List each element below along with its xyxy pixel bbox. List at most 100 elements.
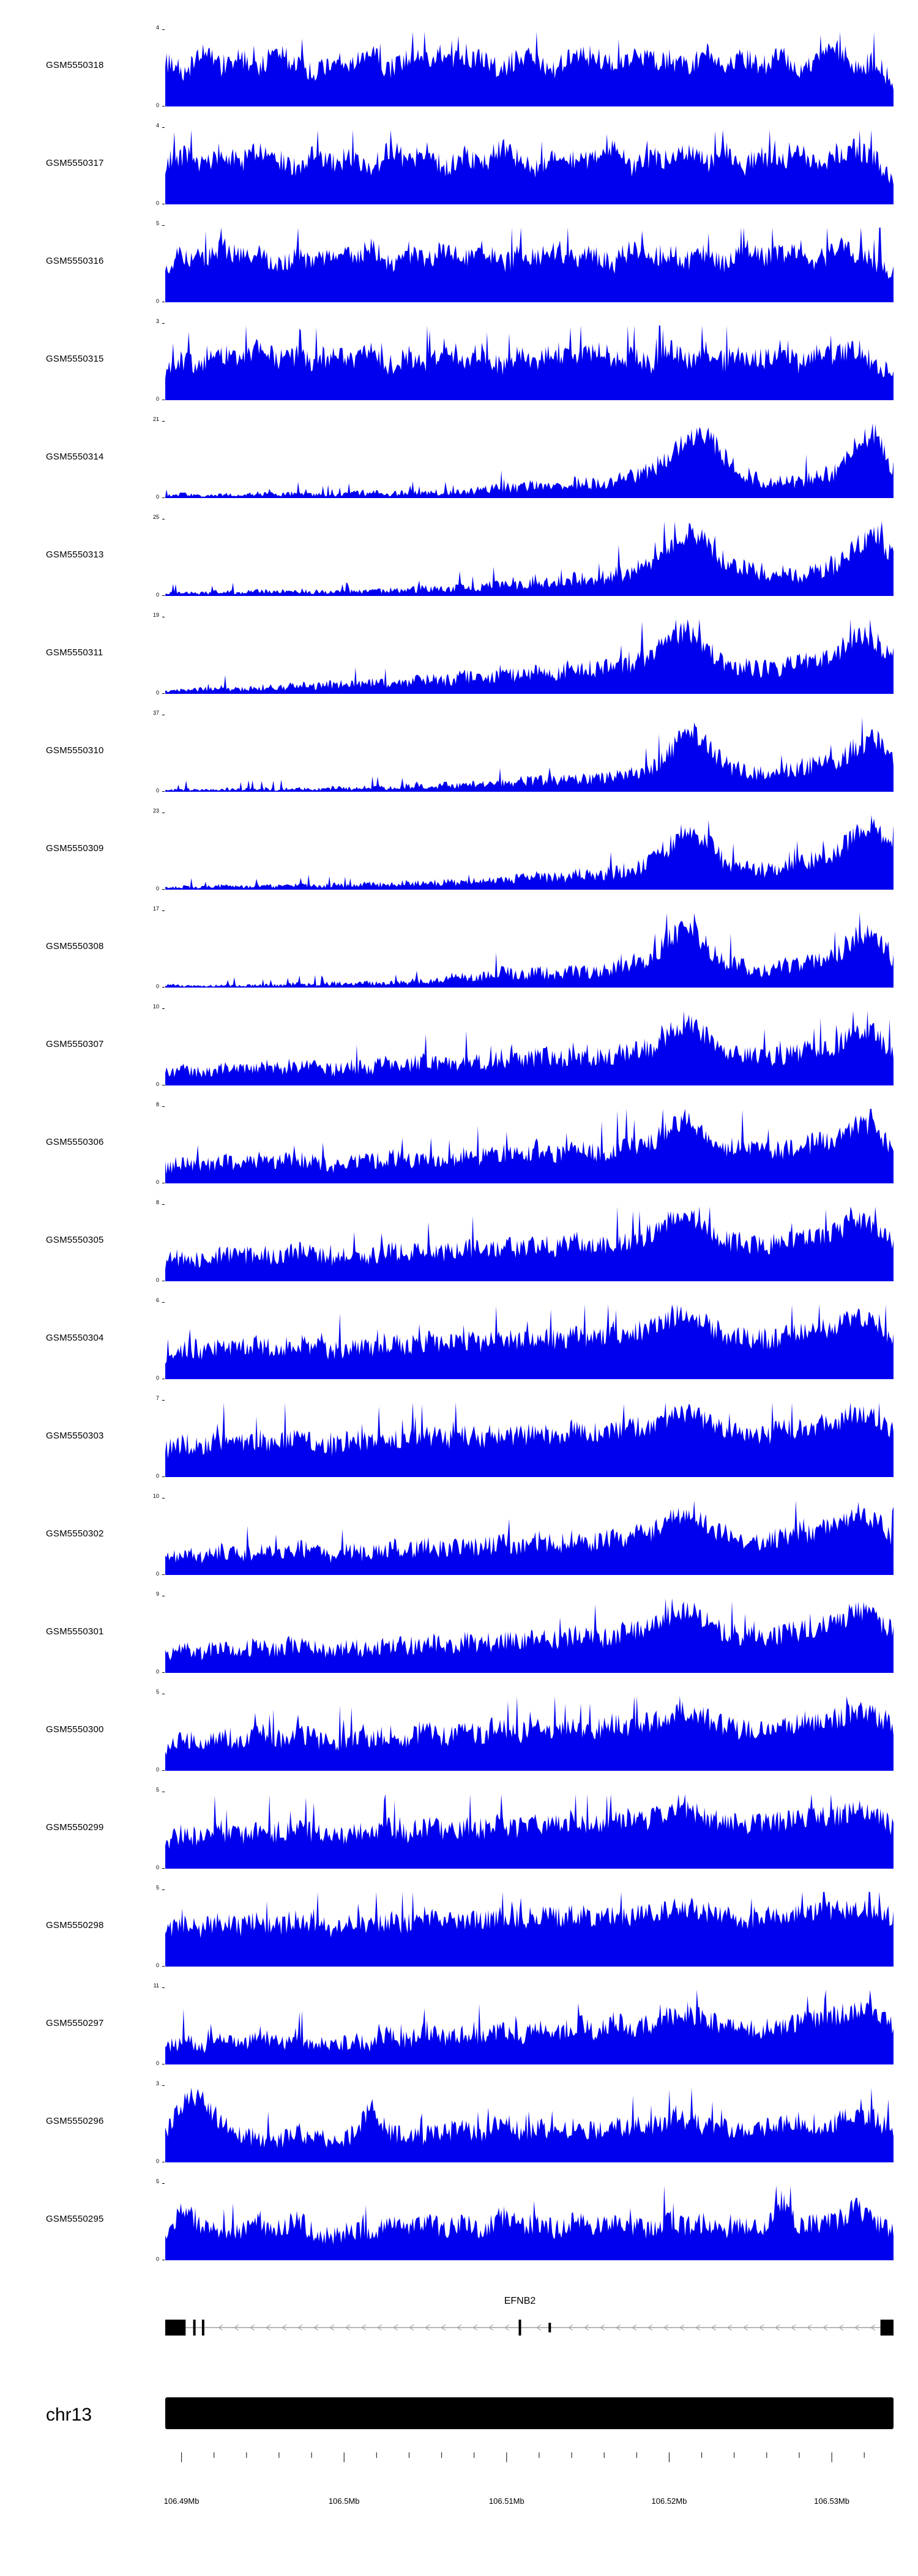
y-axis-tick-top [162,2183,165,2184]
strand-arrow-left-icon [345,2324,351,2331]
coverage-svg [165,521,894,596]
track-ymax-label: 8 [155,1199,159,1205]
y-axis-tick-top [162,421,165,422]
y-axis-tick-bottom [162,889,165,890]
track-row: GSM5550297 11 0 [0,1975,918,2073]
strand-arrow-left-icon [424,2324,430,2331]
coverage-svg [165,228,894,302]
y-axis-tick-bottom [162,497,165,498]
strand-arrow-left-icon [806,2324,812,2331]
coverage-area [165,1207,894,1281]
y-axis-tick-bottom [162,1672,165,1673]
y-axis-tick-top [162,29,165,30]
track-ymin-label: 0 [155,1766,159,1773]
track-ymax-label: 21 [152,416,159,422]
coverage-svg [165,1892,894,1967]
y-axis-tick-top [162,127,165,128]
coverage-area [165,32,894,106]
coverage-svg [165,1305,894,1379]
y-axis-tick-bottom [162,1476,165,1477]
track-ymin-label: 0 [155,1081,159,1087]
track-ymax-label: 23 [152,808,159,814]
track-label: GSM5550304 [46,1333,104,1343]
track-plot [165,519,894,596]
gene-track: EFNB2 [0,2293,918,2373]
track-row: GSM5550298 5 0 [0,1877,918,1975]
ruler-svg [181,2452,865,2462]
track-label: GSM5550314 [46,452,104,462]
track-label: GSM5550317 [46,158,104,168]
y-axis-tick-top [162,1987,165,1988]
coverage-area [165,913,894,988]
track-row: GSM5550303 7 0 [0,1388,918,1486]
coverage-svg [165,32,894,106]
strand-arrow-left-icon [631,2324,637,2331]
coverage-svg [165,1794,894,1869]
track-ymin-label: 0 [155,102,159,108]
track-ymax-label: 10 [152,1003,159,1010]
track-row: GSM5550305 8 0 [0,1192,918,1290]
track-ymin-label: 0 [155,1473,159,1479]
track-ymin-label: 0 [155,298,159,304]
coverage-tracks: GSM5550318 4 0 GSM5550317 4 0 GSM5550316 5 0 GSM5… [0,25,918,2262]
strand-arrow-left-icon [217,2324,223,2331]
coverage-svg [165,130,894,204]
track-label: GSM5550313 [46,549,104,560]
track-ymax-label: 5 [155,1689,159,1695]
track-plot [165,1889,894,1967]
track-row: GSM5550302 10 0 [0,1486,918,1584]
track-label: GSM5550298 [46,1920,104,1930]
track-plot [165,1596,894,1673]
coverage-svg [165,1500,894,1575]
track-plot [165,421,894,498]
coverage-svg [165,1011,894,1085]
strand-arrow-left-icon [440,2324,446,2331]
strand-arrow-left-icon [663,2324,669,2331]
track-ymin-label: 0 [155,200,159,206]
track-row: GSM5550313 25 0 [0,507,918,605]
coverage-area [165,228,894,302]
coverage-svg [165,2088,894,2162]
strand-arrow-left-icon [567,2324,573,2331]
track-plot [165,323,894,400]
coverage-area [165,1990,894,2064]
track-ymin-label: 0 [155,494,159,500]
exon-bar [201,2320,204,2336]
track-plot [165,225,894,302]
track-label: GSM5550300 [46,1724,104,1735]
coordinate-label: 106.52Mb [651,2496,687,2506]
track-ymin-label: 0 [155,1669,159,1675]
track-plot [165,2183,894,2260]
coverage-svg [165,717,894,792]
strand-arrow-left-icon [790,2324,796,2331]
track-label: GSM5550316 [46,256,104,266]
strand-arrow-left-icon [329,2324,335,2331]
track-ymax-label: 19 [152,612,159,618]
track-ymax-label: 9 [155,1591,159,1597]
strand-arrow-left-icon [599,2324,605,2331]
track-label: GSM5550306 [46,1137,104,1147]
track-plot [165,1204,894,1281]
chromosome-track: chr13 [0,2391,918,2440]
coverage-area [165,130,894,204]
coverage-svg [165,1990,894,2064]
coverage-area [165,1011,894,1085]
coordinate-labels: 106.49Mb 106.5Mb 106.51Mb 106.52Mb 106.53Mb [164,2496,894,2507]
track-ymin-label: 0 [155,885,159,892]
track-label: GSM5550303 [46,1431,104,1441]
track-ymin-label: 0 [155,1962,159,1968]
track-plot [165,127,894,204]
track-ymax-label: 11 [153,1982,159,1989]
coverage-area [165,1500,894,1575]
track-label: GSM5550299 [46,1822,104,1833]
track-plot [165,617,894,694]
track-plot [165,1498,894,1575]
strand-arrow-left-icon [297,2324,303,2331]
coverage-svg [165,2186,894,2260]
coverage-area [165,1696,894,1771]
track-row: GSM5550310 37 0 [0,702,918,800]
track-ymin-label: 0 [155,2158,159,2164]
exon-box [165,2320,186,2336]
track-label: GSM5550310 [46,745,104,756]
track-row: GSM5550300 5 0 [0,1681,918,1779]
